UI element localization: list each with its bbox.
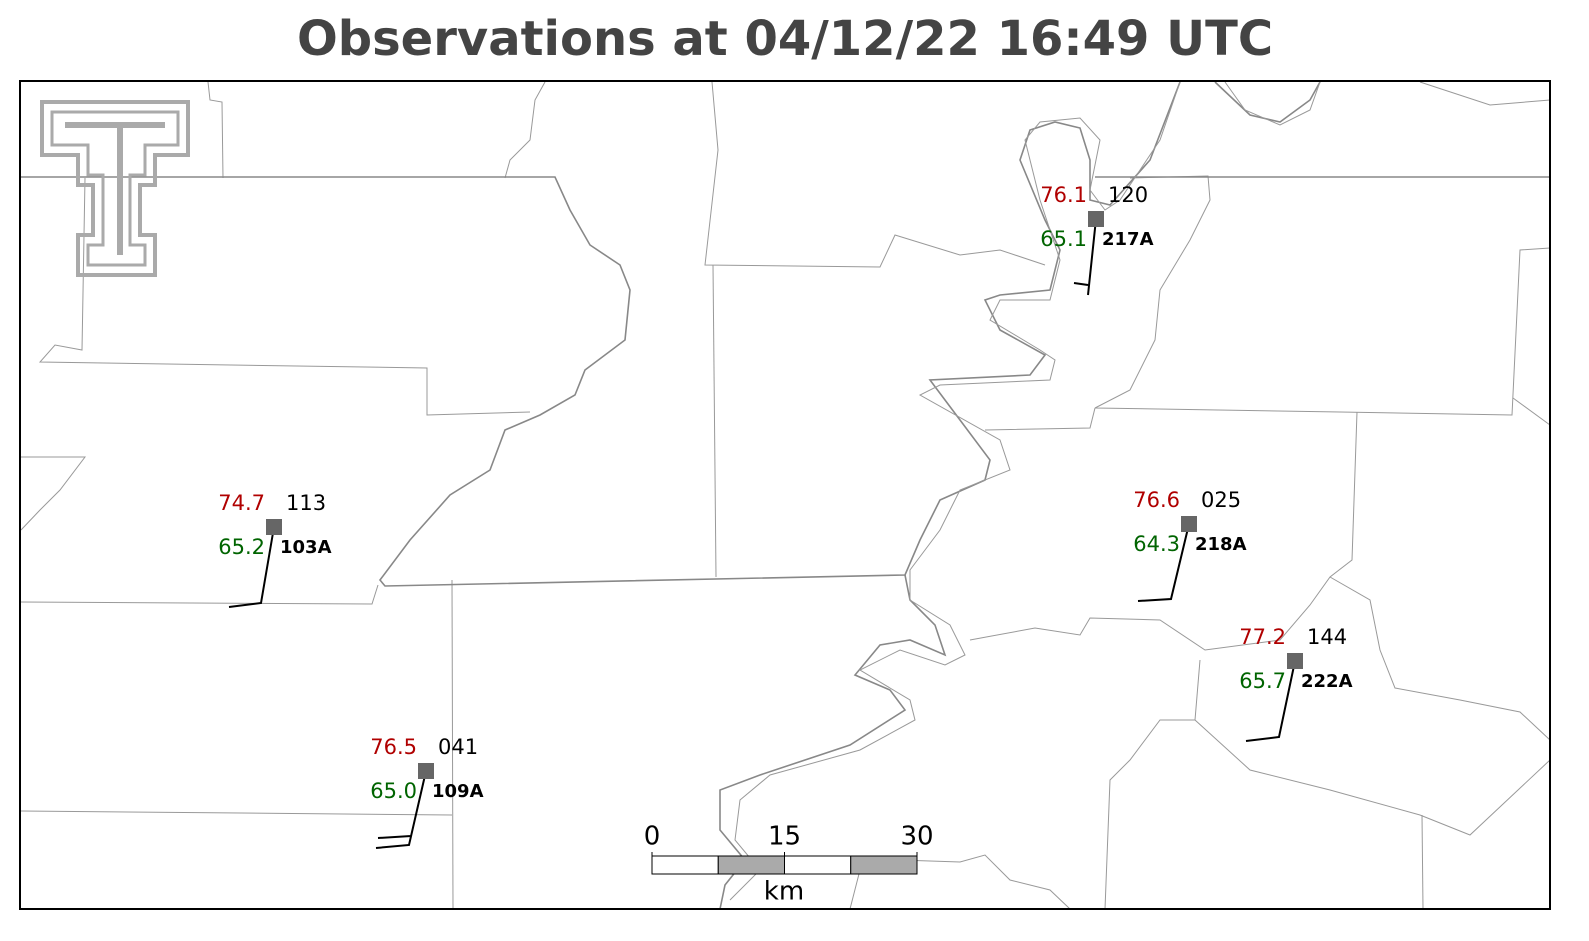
wind-barb: [375, 770, 427, 849]
station-id: 103A: [280, 537, 332, 558]
basemap: [20, 81, 1551, 910]
temperature: 76.1: [1040, 183, 1087, 207]
pressure: 113: [286, 491, 326, 515]
station-marker: [1181, 516, 1197, 532]
station-marker: [1287, 653, 1303, 669]
wind-barb: [1073, 218, 1097, 296]
title: Observations at 04/12/22 16:49 UTC: [297, 11, 1273, 67]
scale-tick-label: 30: [900, 822, 933, 852]
temperature: 74.7: [218, 491, 265, 515]
logo: [40, 100, 190, 277]
temperature: 76.5: [370, 735, 417, 759]
pressure: 041: [438, 735, 478, 759]
dewpoint: 65.1: [1040, 227, 1087, 251]
station-marker: [418, 763, 434, 779]
pressure: 025: [1201, 488, 1241, 512]
wind-barb: [1245, 660, 1296, 742]
dewpoint: 64.3: [1133, 532, 1180, 556]
scale-segment: [850, 855, 918, 875]
dewpoint: 65.0: [370, 779, 417, 803]
scale-tick-label: 15: [768, 822, 801, 852]
map-frame: [19, 80, 1551, 910]
wind-barb: [1137, 523, 1190, 602]
station-id: 222A: [1301, 671, 1353, 692]
temperature: 76.6: [1133, 488, 1180, 512]
scale-segment: [784, 855, 852, 875]
dewpoint: 65.2: [218, 535, 265, 559]
dewpoint: 65.7: [1239, 669, 1286, 693]
station-id: 109A: [432, 781, 484, 802]
station-marker: [266, 519, 282, 535]
scale-segment: [651, 855, 719, 875]
scale-segment: [717, 855, 785, 875]
scale-tick-label: 0: [644, 822, 661, 852]
temperature: 77.2: [1239, 625, 1286, 649]
wind-barb: [228, 526, 275, 608]
scale-unit: km: [764, 877, 804, 907]
station-id: 218A: [1195, 534, 1247, 555]
pressure: 120: [1108, 183, 1148, 207]
station-id: 217A: [1102, 229, 1154, 250]
pressure: 144: [1307, 625, 1347, 649]
station-marker: [1088, 211, 1104, 227]
